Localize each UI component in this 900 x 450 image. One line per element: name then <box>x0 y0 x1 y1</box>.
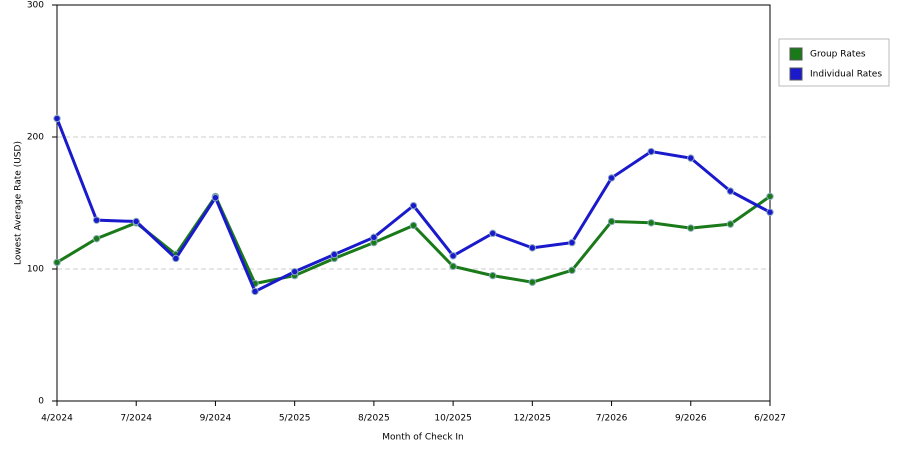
point <box>330 250 338 259</box>
x-tick-label: 6/2027 <box>754 414 786 424</box>
x-tick-label: 9/2026 <box>675 414 707 424</box>
x-tick-label: 9/2024 <box>200 414 232 424</box>
point <box>172 254 180 263</box>
x-tick-label: 10/2025 <box>434 414 471 424</box>
x-tick-label: 4/2024 <box>41 414 73 424</box>
point <box>92 216 101 224</box>
y-tick-label: 200 <box>27 133 44 143</box>
point <box>132 217 140 226</box>
legend-swatch <box>789 67 803 81</box>
point <box>53 114 61 123</box>
point <box>409 221 418 230</box>
point <box>568 266 576 275</box>
x-tick-label: 7/2024 <box>120 414 152 424</box>
point <box>607 174 616 182</box>
point <box>766 192 774 201</box>
point <box>449 262 457 271</box>
point <box>92 234 101 243</box>
point <box>290 267 299 276</box>
point <box>528 278 537 286</box>
y-tick-label: 300 <box>27 1 44 11</box>
point <box>766 208 774 216</box>
point <box>489 271 497 280</box>
series-line <box>56 193 771 286</box>
x-tick-label: 7/2026 <box>596 414 628 424</box>
x-tick-label: 8/2025 <box>358 414 390 424</box>
legend-label: Individual Rates <box>810 70 882 80</box>
y-tick-label: 100 <box>27 265 44 275</box>
point <box>647 219 655 227</box>
legend-swatch <box>789 47 803 61</box>
x-tick-label: 12/2025 <box>514 414 551 424</box>
x-axis-title: Month of Check In <box>382 433 464 443</box>
y-axis-title: Lowest Average Rate (USD) <box>14 141 24 265</box>
point <box>726 220 735 228</box>
point <box>647 147 655 156</box>
point <box>251 287 259 296</box>
point <box>53 258 61 267</box>
point <box>726 187 735 195</box>
point <box>489 229 497 238</box>
point <box>409 201 418 210</box>
point <box>528 244 537 252</box>
point <box>607 217 616 226</box>
point <box>370 233 378 242</box>
plot-frame <box>56 4 771 402</box>
point <box>211 194 220 202</box>
point <box>687 224 695 232</box>
point <box>568 238 576 247</box>
y-tick-label: 0 <box>38 397 44 407</box>
x-tick-label: 5/2025 <box>279 414 311 424</box>
point <box>449 252 457 260</box>
point <box>687 154 695 162</box>
legend-label: Group Rates <box>810 50 866 60</box>
